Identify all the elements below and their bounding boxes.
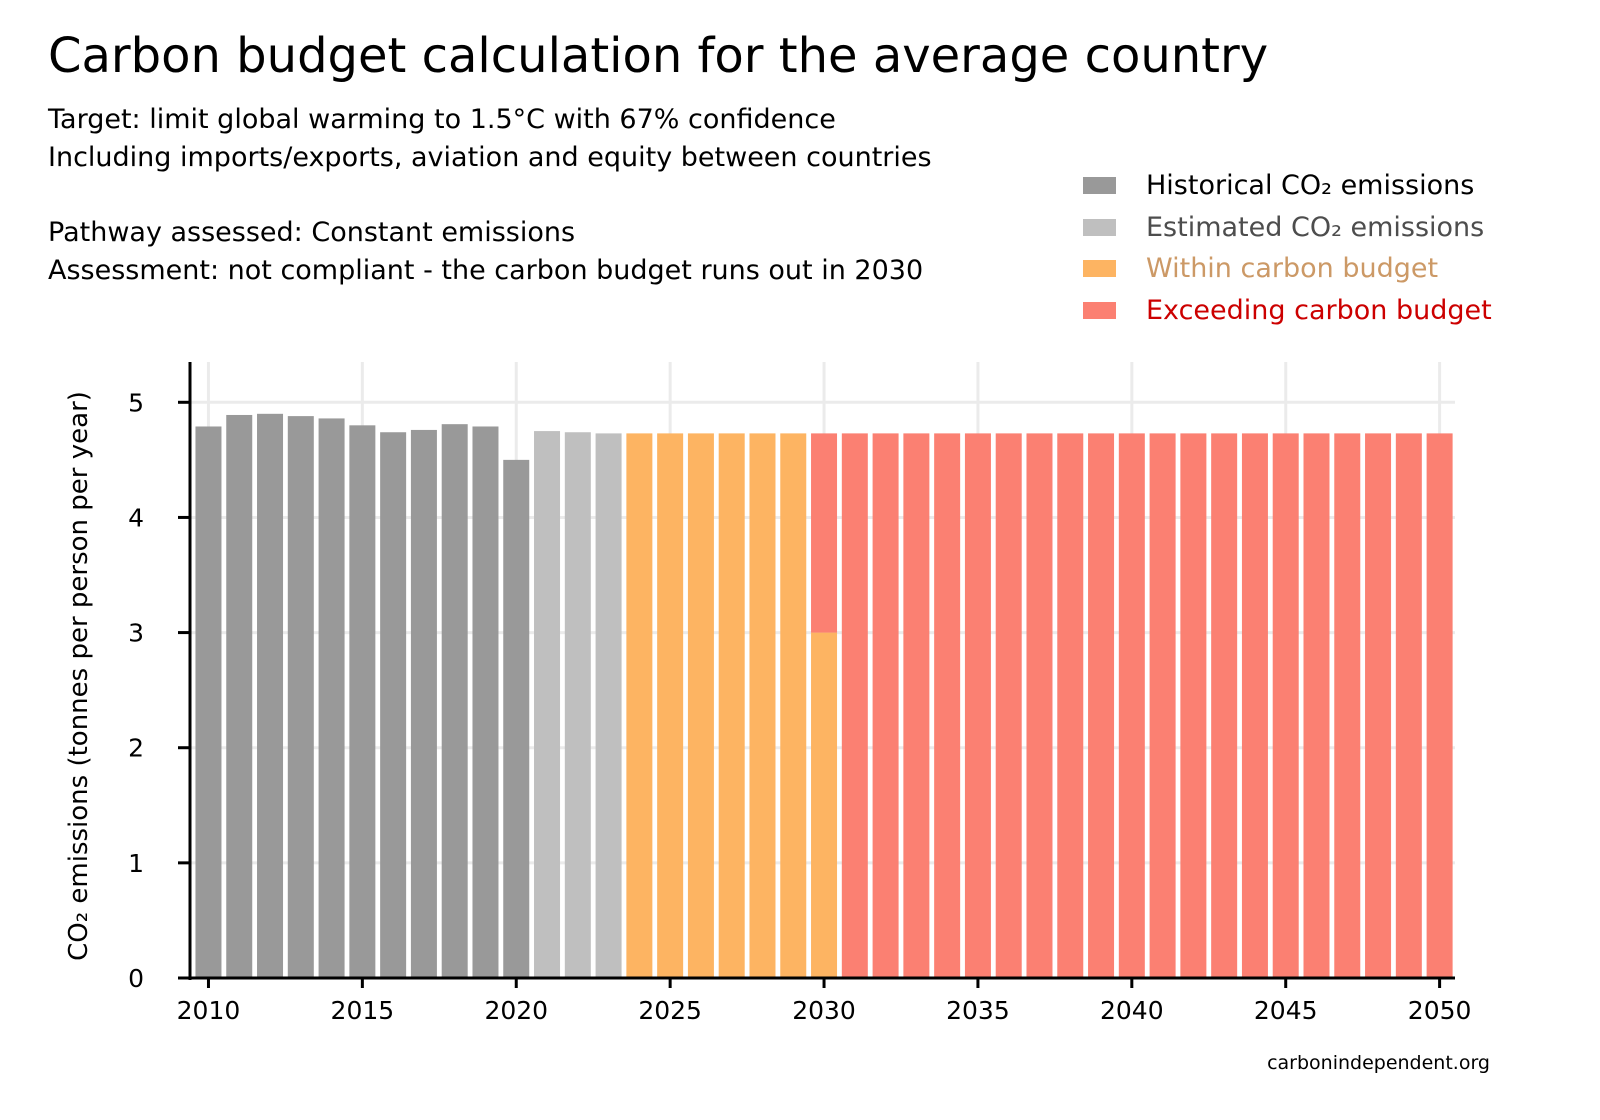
legend-swatch xyxy=(1083,177,1116,194)
bar-2018 xyxy=(441,424,468,979)
chart-title: Carbon budget calculation for the averag… xyxy=(48,28,1269,84)
bar-2035 xyxy=(964,433,991,978)
legend-label: Within carbon budget xyxy=(1146,253,1439,284)
bar-2039 xyxy=(1088,433,1115,978)
bar-2012 xyxy=(257,413,284,978)
x-tick-label: 2040 xyxy=(1100,996,1164,1025)
legend-item: Exceeding carbon budget xyxy=(1083,295,1492,326)
x-tick-label: 2025 xyxy=(638,996,702,1025)
bar-2037 xyxy=(1026,433,1053,978)
legend-item: Historical CO₂ emissions xyxy=(1083,170,1474,201)
bar-2050 xyxy=(1426,433,1453,978)
subtitle-pathway: Pathway assessed: Constant emissions xyxy=(48,217,576,248)
legend-label: Exceeding carbon budget xyxy=(1146,294,1492,326)
legend-swatch xyxy=(1083,301,1116,319)
y-tick-label: 0 xyxy=(128,964,144,993)
bar-2019 xyxy=(472,426,499,978)
bar-2029 xyxy=(780,433,807,978)
bar-2020 xyxy=(503,459,530,979)
y-tick-label: 2 xyxy=(128,734,144,763)
legend-label: Estimated CO₂ emissions xyxy=(1146,211,1485,243)
bar-2042 xyxy=(1180,433,1207,978)
bar-2013 xyxy=(287,416,314,979)
y-tick-label: 4 xyxy=(128,503,144,532)
x-tick-label: 2045 xyxy=(1254,996,1318,1025)
bar-2031 xyxy=(841,433,868,978)
bar-2044 xyxy=(1241,433,1268,978)
y-tick-label: 3 xyxy=(128,619,144,648)
bar-2030 xyxy=(811,433,838,633)
x-tick-label: 2020 xyxy=(484,996,548,1025)
bar-2027 xyxy=(718,433,745,978)
bar-2025 xyxy=(657,433,684,978)
bar-2048 xyxy=(1365,433,1392,978)
bar-2049 xyxy=(1395,433,1422,978)
source-credit: carbonindependent.org xyxy=(1267,1052,1490,1074)
y-tick-label: 1 xyxy=(128,849,144,878)
subtitle-assessment: Assessment: not compliant - the carbon b… xyxy=(48,255,924,286)
bar-2032 xyxy=(872,433,899,978)
bar-2011 xyxy=(226,414,253,978)
bar-2033 xyxy=(903,433,930,978)
legend-swatch xyxy=(1083,260,1116,277)
subtitle-scope: Including imports/exports, aviation and … xyxy=(48,142,932,173)
bar-2014 xyxy=(318,418,345,978)
y-tick-label: 5 xyxy=(128,388,144,417)
bar-2028 xyxy=(749,433,776,978)
bar-2030 xyxy=(811,632,838,978)
bar-2043 xyxy=(1211,433,1238,978)
bar-2021 xyxy=(534,431,561,978)
bar-2038 xyxy=(1057,433,1084,978)
bar-2046 xyxy=(1303,433,1330,978)
bar-2047 xyxy=(1334,433,1361,978)
bar-2015 xyxy=(349,425,376,978)
legend-swatch xyxy=(1083,218,1116,236)
legend-item: Estimated CO₂ emissions xyxy=(1083,212,1484,243)
bar-2045 xyxy=(1272,433,1299,978)
bar-2034 xyxy=(934,433,961,978)
bar-2016 xyxy=(380,432,407,979)
subtitle-target: Target: limit global warming to 1.5°C wi… xyxy=(48,104,836,135)
bar-2024 xyxy=(626,433,653,978)
x-tick-label: 2015 xyxy=(331,996,395,1025)
x-tick-label: 2010 xyxy=(177,996,241,1025)
x-tick-label: 2030 xyxy=(792,996,856,1025)
bar-2040 xyxy=(1118,433,1145,978)
bar-2023 xyxy=(595,433,622,978)
legend-label: Historical CO₂ emissions xyxy=(1146,170,1475,201)
x-tick-label: 2050 xyxy=(1408,996,1472,1025)
bar-2017 xyxy=(410,429,437,978)
bar-2010 xyxy=(195,426,222,978)
bar-2041 xyxy=(1149,433,1176,978)
bar-2026 xyxy=(687,433,714,978)
legend-item: Within carbon budget xyxy=(1083,253,1438,284)
x-tick-label: 2035 xyxy=(946,996,1010,1025)
bar-2022 xyxy=(564,432,591,979)
bar-2036 xyxy=(995,433,1022,978)
